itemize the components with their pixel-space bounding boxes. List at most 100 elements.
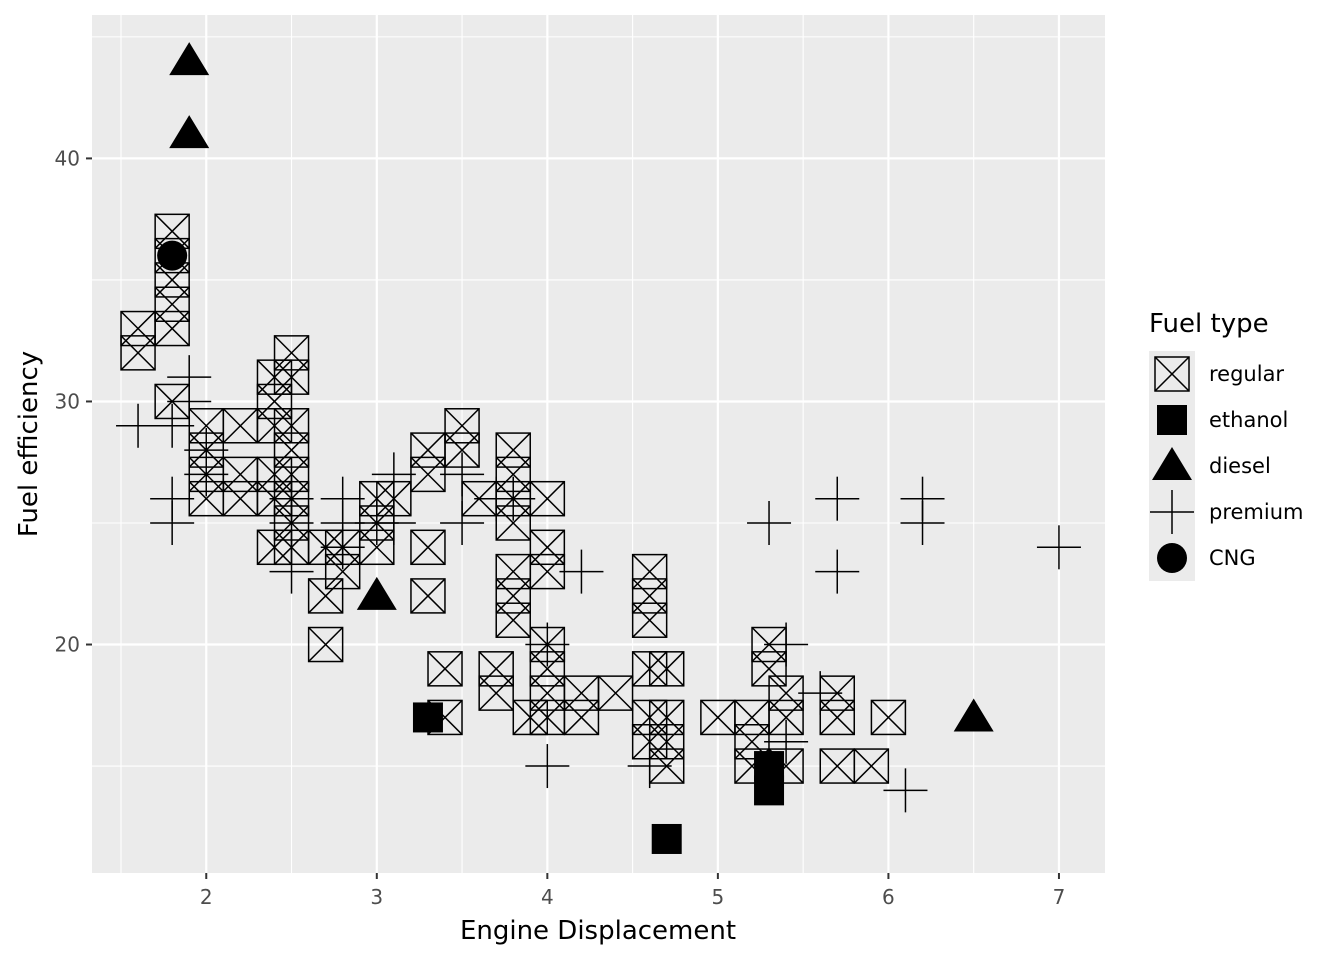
point-CNG [157, 240, 188, 271]
point-regular [410, 529, 446, 566]
point-premium [815, 476, 860, 521]
point-diesel [356, 576, 397, 610]
legend-items: regular ethanol diesel premium CNG [1150, 356, 1303, 573]
point-regular [495, 602, 531, 638]
point-regular [563, 699, 600, 736]
point-regular [529, 529, 566, 566]
point-regular [495, 578, 531, 614]
point-diesel [953, 698, 994, 732]
point-regular [648, 723, 685, 760]
point-premium [184, 452, 229, 497]
point-regular [444, 408, 480, 444]
point-regular [631, 602, 668, 638]
point-regular [529, 553, 566, 590]
point-regular [120, 335, 156, 371]
point-premium [900, 500, 945, 545]
legend-key-CNG [1157, 543, 1187, 573]
point-regular [273, 432, 310, 468]
point-premium [269, 549, 314, 594]
point-premium [491, 476, 536, 521]
point-regular [478, 675, 514, 711]
point-premium [764, 622, 809, 667]
point-ethanol [651, 823, 682, 854]
series-premium [116, 355, 1081, 813]
point-regular [870, 699, 907, 736]
point-regular [597, 675, 634, 711]
panel-background [92, 15, 1105, 873]
point-regular [631, 553, 668, 590]
x-tick-label: 5 [712, 885, 725, 909]
series-ethanol [412, 702, 785, 854]
legend-label: premium [1209, 500, 1303, 524]
point-regular [427, 651, 463, 687]
point-premium [883, 768, 928, 813]
legend-label: regular [1209, 362, 1284, 386]
point-premium [525, 744, 570, 789]
x-tick-label: 3 [370, 885, 383, 909]
point-premium [150, 403, 195, 448]
point-regular [648, 699, 685, 736]
point-regular [273, 335, 310, 371]
point-regular [648, 651, 685, 687]
point-premium [1036, 525, 1081, 570]
x-tick-label: 6 [882, 885, 895, 909]
legend-label: diesel [1209, 454, 1271, 478]
point-premium [150, 500, 195, 545]
point-premium [815, 549, 860, 594]
legend-key-premium [1150, 490, 1194, 534]
y-tick-label: 20 [55, 633, 80, 657]
point-premium [440, 452, 485, 497]
legend-item-CNG: CNG [1157, 543, 1256, 573]
series-regular [120, 213, 907, 784]
point-ethanol [754, 775, 785, 806]
x-tick-label: 7 [1053, 885, 1066, 909]
legend-title: Fuel type [1149, 309, 1269, 339]
point-premium [167, 379, 212, 424]
legend-key-regular [1154, 356, 1190, 392]
point-regular [478, 651, 514, 687]
series-CNG [157, 240, 188, 271]
y-tick-label: 30 [55, 389, 80, 413]
point-regular [154, 310, 190, 347]
legend-item-regular: regular [1154, 356, 1284, 392]
legend-item-diesel: diesel [1152, 447, 1271, 480]
point-premium [269, 500, 314, 545]
legend-key-diesel [1152, 447, 1192, 480]
point-regular [819, 699, 856, 736]
point-regular [154, 286, 190, 322]
point-regular [273, 408, 310, 444]
x-tick-label: 4 [541, 885, 554, 909]
legend-item-premium: premium [1150, 490, 1303, 534]
legend: Fuel type regular ethanol diesel premium CNG [1149, 309, 1303, 581]
y-axis: 20 30 40 [55, 146, 92, 657]
x-axis: 2 3 4 5 6 7 [200, 873, 1065, 909]
point-premium [559, 549, 604, 594]
point-regular [853, 748, 890, 784]
legend-item-ethanol: ethanol [1157, 405, 1288, 435]
point-regular [631, 578, 668, 614]
data-points [116, 42, 1081, 854]
point-premium [525, 622, 570, 667]
point-regular [307, 626, 344, 663]
point-premium [371, 500, 416, 545]
point-ethanol [412, 702, 443, 733]
point-regular [734, 699, 770, 736]
legend-key-ethanol [1157, 405, 1187, 435]
y-axis-title: Fuel efficiency [14, 351, 44, 537]
point-regular [273, 359, 310, 395]
point-premium [764, 719, 809, 764]
x-tick-label: 2 [200, 885, 213, 909]
x-axis-title: Engine Displacement [460, 916, 736, 946]
point-premium [371, 452, 416, 497]
point-premium [440, 500, 485, 545]
point-regular [410, 578, 446, 614]
legend-label: CNG [1209, 546, 1256, 570]
y-tick-label: 40 [55, 146, 80, 170]
point-diesel [169, 115, 210, 149]
point-premium [627, 744, 672, 789]
series-diesel [169, 42, 994, 732]
legend-label: ethanol [1209, 408, 1288, 432]
point-regular [495, 432, 531, 468]
point-diesel [169, 42, 210, 76]
